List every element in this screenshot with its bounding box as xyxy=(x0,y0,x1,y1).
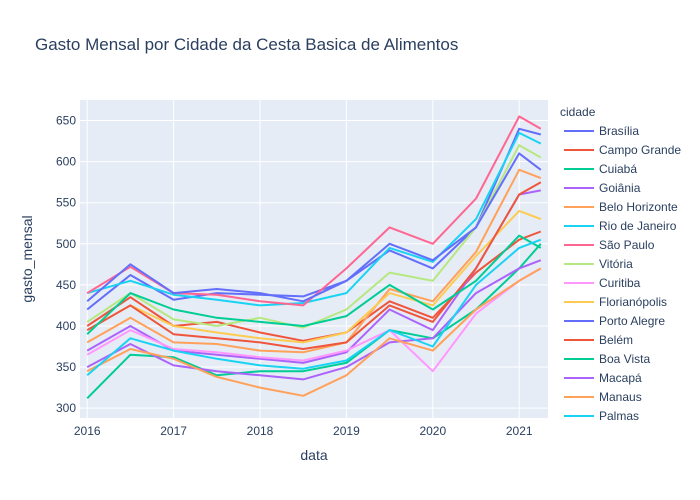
y-tick-label: 350 xyxy=(56,360,76,374)
y-tick-label: 550 xyxy=(56,196,76,210)
legend-item-0[interactable]: Brasília xyxy=(564,124,639,138)
legend-item-13[interactable]: Macapá xyxy=(564,371,642,385)
x-tick-label: 2016 xyxy=(74,424,101,438)
series-line-9[interactable] xyxy=(86,209,542,344)
x-tick-label: 2017 xyxy=(160,424,187,438)
series-line-8[interactable] xyxy=(86,267,542,373)
legend-label: Campo Grande xyxy=(599,143,681,157)
legend-label: São Paulo xyxy=(599,238,655,252)
y-axis-ticks: 300 350 400 450 500 550 600 650 xyxy=(56,114,76,416)
legend-label: Boa Vista xyxy=(599,352,650,366)
series-line-12[interactable] xyxy=(86,234,542,335)
y-axis-title: gasto_mensal xyxy=(19,215,35,302)
x-axis-title: data xyxy=(300,447,327,463)
legend-label: Belém xyxy=(599,333,633,347)
x-tick-label: 2020 xyxy=(419,424,446,438)
legend-label: Palmas xyxy=(599,409,639,423)
series-line-0[interactable] xyxy=(86,127,542,311)
series-line-4[interactable] xyxy=(86,168,542,354)
legend-label: Goiânia xyxy=(599,181,641,195)
legend-item-9[interactable]: Florianópolis xyxy=(564,295,667,309)
series-line-10[interactable] xyxy=(86,152,542,303)
series-line-11[interactable] xyxy=(86,181,542,350)
legend-item-2[interactable]: Cuiabá xyxy=(564,162,637,176)
series-line-15[interactable] xyxy=(86,238,542,377)
legend-item-10[interactable]: Porto Alegre xyxy=(564,314,665,328)
legend-item-1[interactable]: Campo Grande xyxy=(564,143,681,157)
series-line-13[interactable] xyxy=(86,259,542,381)
legend-item-5[interactable]: Rio de Janeiro xyxy=(564,219,677,233)
x-axis-ticks: 2016 2017 2018 2019 2020 2021 xyxy=(74,424,533,438)
legend-label: Rio de Janeiro xyxy=(599,219,677,233)
chart-title: Gasto Mensal por Cidade da Cesta Basica … xyxy=(35,35,458,54)
legend-item-8[interactable]: Curitiba xyxy=(564,276,641,290)
legend-item-15[interactable]: Palmas xyxy=(564,409,639,423)
y-tick-label: 600 xyxy=(56,155,76,169)
y-tick-label: 400 xyxy=(56,319,76,333)
legend-item-11[interactable]: Belém xyxy=(564,333,633,347)
legend-label: Belo Horizonte xyxy=(599,200,678,214)
legend-label: Brasília xyxy=(599,124,639,138)
y-tick-label: 450 xyxy=(56,278,76,292)
legend-item-6[interactable]: São Paulo xyxy=(564,238,655,252)
x-tick-label: 2018 xyxy=(247,424,274,438)
series-line-14[interactable] xyxy=(86,267,542,397)
series-line-5[interactable] xyxy=(86,131,542,307)
legend-title: cidade xyxy=(560,105,596,119)
legend-label: Porto Alegre xyxy=(599,314,665,328)
legend-item-3[interactable]: Goiânia xyxy=(564,181,641,195)
legend-item-12[interactable]: Boa Vista xyxy=(564,352,650,366)
legend-item-7[interactable]: Vitória xyxy=(564,257,633,271)
y-tick-label: 500 xyxy=(56,237,76,251)
legend-item-4[interactable]: Belo Horizonte xyxy=(564,200,678,214)
legend[interactable]: Brasília Campo Grande Cuiabá Goiânia Belo Ho… xyxy=(564,124,681,423)
legend-label: Florianópolis xyxy=(599,295,667,309)
legend-label: Manaus xyxy=(599,390,642,404)
x-tick-label: 2019 xyxy=(333,424,360,438)
legend-label: Macapá xyxy=(599,371,642,385)
series-lines xyxy=(86,115,542,400)
legend-label: Curitiba xyxy=(599,276,641,290)
y-tick-label: 300 xyxy=(56,401,76,415)
legend-label: Vitória xyxy=(599,257,633,271)
legend-item-14[interactable]: Manaus xyxy=(564,390,642,404)
plot-area xyxy=(80,100,548,418)
legend-label: Cuiabá xyxy=(599,162,637,176)
y-tick-label: 650 xyxy=(56,114,76,128)
x-tick-label: 2021 xyxy=(506,424,533,438)
